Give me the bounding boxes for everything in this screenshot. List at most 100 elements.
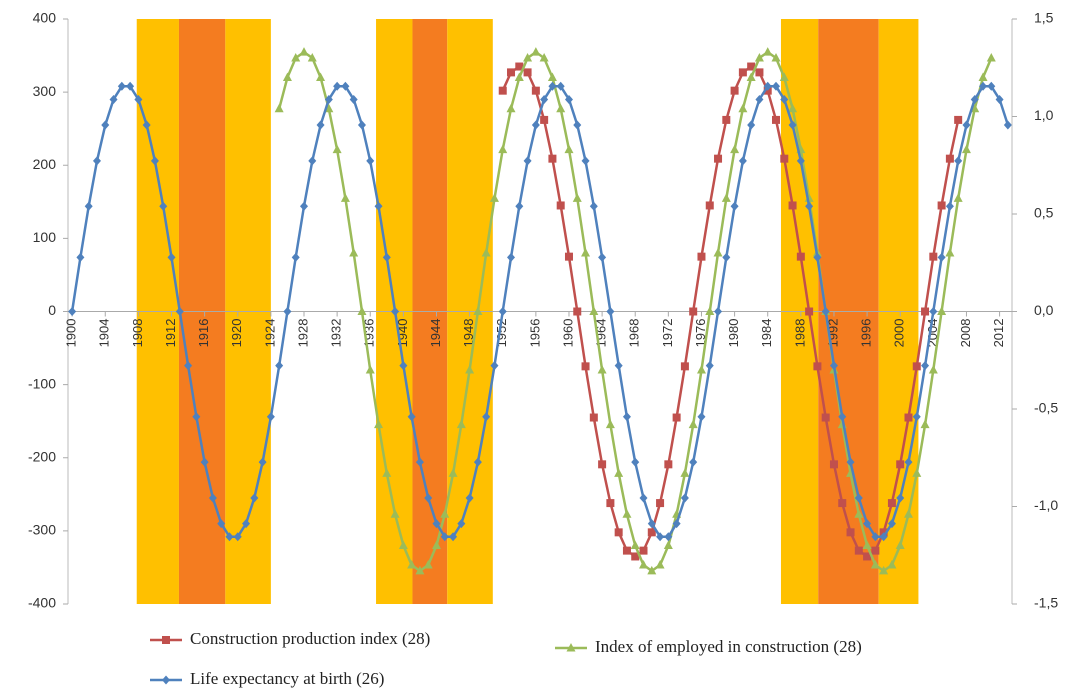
x-tick-label: 1900 <box>64 319 79 348</box>
marker-diamond <box>341 81 350 91</box>
marker-square <box>589 413 598 422</box>
marker-triangle <box>382 468 392 477</box>
y2-tick-label: 0,0 <box>1034 302 1054 318</box>
marker-diamond <box>283 307 292 316</box>
marker-square <box>821 413 830 422</box>
marker-diamond <box>507 252 516 262</box>
marker-triangle <box>407 560 417 569</box>
marker-diamond <box>175 307 184 316</box>
y-tick-label: -200 <box>28 448 56 464</box>
marker-diamond <box>722 252 731 262</box>
marker-diamond <box>150 156 159 166</box>
marker-diamond <box>316 120 325 130</box>
marker-square <box>614 528 623 537</box>
marker-triangle <box>713 248 723 257</box>
marker-square <box>945 154 954 163</box>
marker-diamond <box>854 493 863 503</box>
marker-diamond <box>465 493 474 503</box>
marker-square <box>937 201 946 210</box>
marker-square <box>747 62 756 71</box>
marker-triangle <box>788 103 798 113</box>
marker-diamond <box>126 81 135 91</box>
marker-diamond <box>664 532 673 542</box>
marker-diamond <box>84 201 93 211</box>
marker-triangle <box>754 53 764 62</box>
marker-diamond <box>415 457 424 467</box>
marker-diamond <box>333 81 342 91</box>
marker-diamond <box>424 493 433 503</box>
marker-diamond <box>291 252 300 262</box>
marker-diamond <box>912 412 921 422</box>
marker-diamond <box>225 532 234 542</box>
marker-diamond <box>589 201 598 211</box>
marker-diamond <box>581 156 590 166</box>
marker-diamond <box>921 361 930 371</box>
marker-triangle <box>630 540 640 549</box>
marker-diamond <box>117 81 126 91</box>
marker-triangle <box>655 560 665 569</box>
legend-label: Life expectancy at birth (26) <box>190 669 384 688</box>
x-tick-label: 1924 <box>262 319 277 348</box>
marker-diamond <box>871 532 880 542</box>
marker-diamond <box>109 94 118 104</box>
x-tick-label: 1920 <box>229 319 244 348</box>
marker-diamond <box>490 361 499 371</box>
marker-triangle <box>489 193 499 202</box>
marker-triangle <box>937 306 947 315</box>
legend-label: Index of employed in construction (28) <box>595 637 862 656</box>
marker-diamond <box>101 120 110 130</box>
marker-triangle <box>639 560 649 569</box>
marker-square <box>788 201 797 210</box>
marker-diamond <box>275 361 284 371</box>
marker-diamond <box>780 94 789 104</box>
marker-diamond <box>680 493 689 503</box>
marker-square <box>581 362 590 371</box>
marker-diamond <box>200 457 209 467</box>
marker-triangle <box>374 419 384 429</box>
marker-diamond <box>573 120 582 130</box>
marker-diamond <box>366 156 375 166</box>
marker-diamond <box>714 307 723 316</box>
marker-triangle <box>299 47 309 56</box>
marker-triangle <box>622 509 632 518</box>
y-tick-label: -100 <box>28 375 56 391</box>
y-tick-label: 200 <box>33 156 57 172</box>
marker-diamond <box>1003 120 1012 130</box>
legend-label: Construction production index (28) <box>190 629 430 648</box>
marker-triangle <box>415 565 425 575</box>
marker-square <box>805 307 814 316</box>
marker-triangle <box>663 540 673 549</box>
marker-triangle <box>680 468 690 477</box>
marker-square <box>738 68 747 77</box>
marker-triangle <box>423 560 433 569</box>
marker-triangle <box>274 103 284 113</box>
marker-diamond <box>887 519 896 529</box>
y-tick-label: -400 <box>28 595 56 611</box>
marker-diamond <box>962 120 971 130</box>
marker-square <box>730 86 739 95</box>
marker-triangle <box>340 193 350 202</box>
marker-diamond <box>863 519 872 529</box>
marker-triangle <box>887 560 897 569</box>
marker-diamond <box>349 94 358 104</box>
marker-diamond <box>300 201 308 211</box>
marker-diamond <box>391 307 400 316</box>
marker-square <box>162 636 170 644</box>
marker-triangle <box>572 193 582 202</box>
x-tick-label: 1984 <box>759 319 774 348</box>
marker-square <box>573 307 582 316</box>
x-tick-label: 2008 <box>958 319 973 348</box>
marker-square <box>664 460 673 469</box>
marker-triangle <box>581 248 591 257</box>
marker-square <box>647 528 656 537</box>
marker-triangle <box>481 248 491 257</box>
marker-triangle <box>465 365 475 374</box>
marker-diamond <box>904 457 913 467</box>
marker-diamond <box>747 120 756 130</box>
marker-square <box>548 154 557 163</box>
marker-diamond <box>755 94 764 104</box>
marker-square <box>639 546 648 555</box>
marker-triangle <box>763 47 773 56</box>
marker-diamond <box>813 252 822 262</box>
marker-diamond <box>954 156 963 166</box>
